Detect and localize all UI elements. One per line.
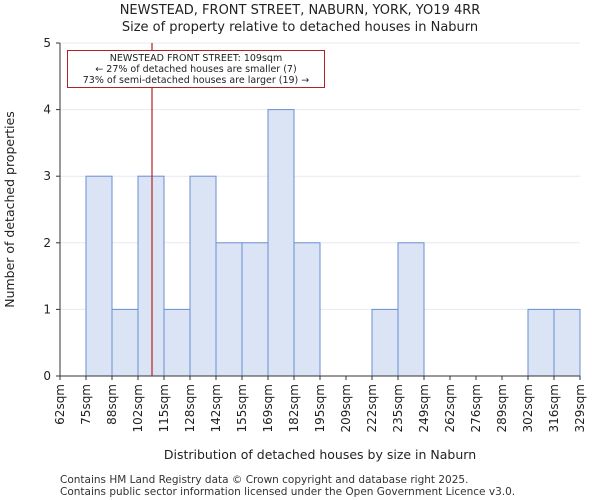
x-tick-label: 115sqm (157, 384, 171, 432)
x-tick-label: 142sqm (209, 384, 223, 432)
x-tick-label: 289sqm (495, 384, 509, 432)
x-tick-label: 235sqm (391, 384, 405, 432)
y-tick-label: 0 (43, 369, 51, 383)
x-axis-title: Distribution of detached houses by size … (164, 447, 476, 462)
histogram-bar (293, 242, 321, 377)
footer-licence-line: Contains public sector information licen… (60, 486, 516, 498)
x-tick-label: 222sqm (365, 384, 379, 432)
x-tick-label: 262sqm (443, 384, 457, 432)
histogram-bar (111, 308, 139, 377)
histogram-bar (241, 242, 269, 377)
histogram-bar (163, 308, 191, 377)
x-tick-label: 75sqm (79, 384, 93, 425)
histogram-bar (137, 175, 165, 377)
chart-title-line1: NEWSTEAD, FRONT STREET, NABURN, YORK, YO… (119, 3, 481, 18)
annotation-line-1: NEWSTEAD FRONT STREET: 109sqm (109, 53, 283, 64)
x-tick-label: 316sqm (547, 384, 561, 432)
x-tick-label: 128sqm (183, 384, 197, 432)
x-tick-label: 329sqm (573, 384, 587, 432)
footer-copyright-line: Contains HM Land Registry data © Crown c… (60, 474, 469, 486)
y-tick-label: 2 (43, 236, 51, 250)
histogram-bar (553, 308, 581, 377)
y-tick-label: 1 (43, 302, 51, 316)
x-tick-label: 209sqm (339, 384, 353, 432)
x-tick-label: 155sqm (235, 384, 249, 432)
annotation-line-2: ← 27% of detached houses are smaller (7) (95, 64, 297, 75)
x-tick-label: 88sqm (105, 384, 119, 425)
y-tick-label: 4 (43, 103, 51, 117)
x-tick-label: 102sqm (131, 384, 145, 432)
x-tick-label: 182sqm (287, 384, 301, 432)
x-tick-label: 169sqm (261, 384, 275, 432)
histogram-bar (527, 308, 555, 377)
x-tick-label: 62sqm (53, 384, 67, 425)
histogram-bar (397, 242, 425, 377)
chart-title-line2: Size of property relative to detached ho… (121, 20, 479, 35)
property-annotation-box: NEWSTEAD FRONT STREET: 109sqm ← 27% of d… (67, 50, 325, 88)
histogram-bar (215, 242, 243, 377)
annotation-line-3: 73% of semi-detached houses are larger (… (82, 75, 310, 86)
y-axis-title: Number of detached properties (2, 111, 17, 308)
x-tick-label: 302sqm (521, 384, 535, 432)
histogram-bar (371, 308, 399, 377)
x-tick-label: 249sqm (417, 384, 431, 432)
histogram-bar (85, 175, 113, 377)
x-tick-label: 276sqm (469, 384, 483, 432)
x-tick-label: 195sqm (313, 384, 327, 432)
histogram-bar (267, 109, 295, 377)
y-tick-label: 3 (43, 169, 51, 183)
y-tick-label: 5 (43, 36, 51, 50)
histogram-bar (189, 175, 217, 377)
